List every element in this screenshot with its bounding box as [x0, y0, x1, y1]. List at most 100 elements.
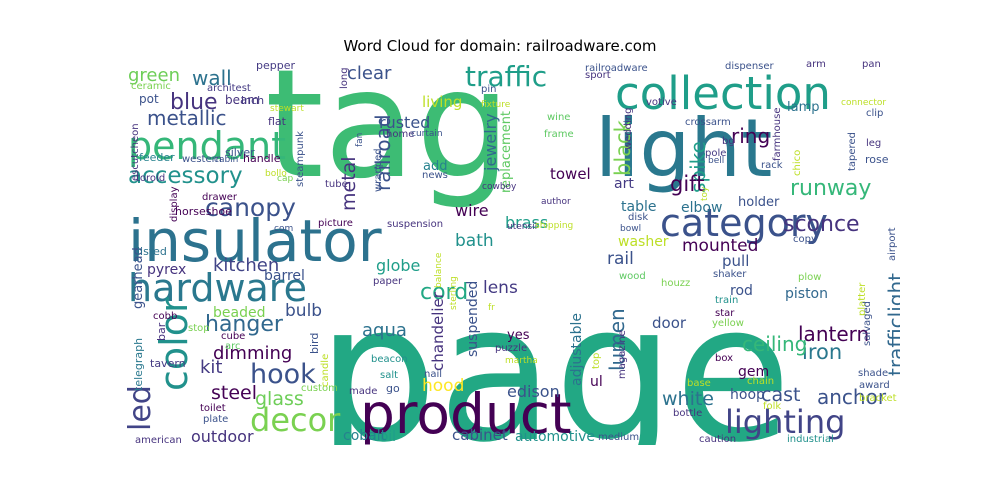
word-bar: bar: [155, 322, 168, 341]
word-gift: gift: [670, 172, 704, 196]
word-bollo: bollo: [265, 169, 287, 179]
word-gearhead: gearhead: [131, 247, 146, 309]
word-globe: globe: [376, 256, 420, 275]
word-plate: plate: [203, 414, 228, 425]
word-pendant: pendant: [128, 124, 286, 168]
word-nail: nail: [424, 369, 442, 380]
word-yes: yes: [507, 328, 530, 343]
word-salvaged: salvaged: [862, 301, 873, 346]
word-pyrex: pyrex: [147, 262, 186, 278]
word-tapered: tapered: [847, 132, 858, 171]
word-caution: caution: [699, 434, 736, 445]
word-toroid: toroid: [136, 173, 165, 184]
word-cabin: cabin: [214, 155, 238, 165]
word-mounted: mounted: [682, 236, 758, 256]
word-shaker: shaker: [713, 269, 747, 280]
word-metallic: metallic: [147, 106, 227, 130]
word-magazine: magazine: [617, 330, 628, 379]
word-adjustable: adjustable: [569, 313, 585, 386]
word-yellow: yellow: [712, 318, 744, 329]
word-houzz: houzz: [661, 278, 690, 289]
word-fixture: fixture: [481, 100, 511, 110]
word-shade: shade: [858, 368, 888, 379]
word-pepper: pepper: [256, 61, 295, 72]
word-wood: wood: [619, 271, 646, 282]
word-led: led: [125, 385, 158, 431]
word-train: train: [715, 295, 738, 306]
word-lighting: lighting: [725, 403, 845, 441]
word-sconce: sconce: [783, 212, 860, 237]
word-cowboy: cowboy: [482, 182, 517, 192]
word-picture: picture: [318, 218, 353, 229]
word-ceramic: ceramic: [131, 81, 171, 92]
word-airport: airport: [887, 227, 898, 261]
word-pull: pull: [722, 252, 749, 270]
word-pin: pin: [481, 84, 496, 95]
word-runway: runway: [790, 176, 871, 201]
word-sport: sport: [585, 70, 611, 81]
word-candle: candle: [320, 354, 331, 387]
word-elbow: elbow: [681, 200, 722, 216]
word-suspension: suspension: [387, 219, 443, 230]
word-go: go: [386, 382, 400, 395]
word-black: black: [611, 119, 635, 176]
word-kit: kit: [200, 357, 222, 378]
word-news: news: [422, 170, 448, 181]
word-clear: clear: [347, 63, 392, 84]
word-american: american: [135, 435, 182, 445]
word-add: add: [423, 159, 447, 174]
word-rail: rail: [607, 249, 634, 269]
word-curtain: curtain: [411, 129, 443, 139]
word-anchor: anchor: [817, 385, 887, 409]
word-hanger: hanger: [205, 312, 284, 337]
word-award: award: [859, 380, 890, 391]
word-rod: rod: [730, 283, 753, 299]
word-cabinet: cabinet: [452, 426, 508, 444]
word-arm: arm: [806, 61, 826, 70]
word-bracket: bracket: [859, 393, 897, 404]
word-ceiling: ceiling: [742, 332, 807, 356]
word-railroad: railroad: [371, 114, 395, 191]
word-chain: chain: [747, 376, 774, 387]
word-author: author: [541, 197, 571, 207]
word-star: star: [715, 308, 735, 319]
word-bulb: bulb: [285, 301, 322, 321]
word-lumen: lumen: [605, 308, 629, 371]
word-insulator: insulator: [128, 207, 382, 275]
word-wall: wall: [192, 66, 232, 90]
word-category: category: [660, 201, 828, 245]
word-wedding: wedding: [623, 108, 634, 151]
word-trafficlight: trafficlight: [884, 273, 900, 376]
word-com: com: [274, 224, 293, 234]
word-hoop: hoop: [730, 387, 765, 403]
chart-title: Word Cloud for domain: railroadware.com: [343, 37, 657, 55]
word-farmhouse: farmhouse: [772, 108, 783, 161]
word-holder: holder: [738, 195, 780, 210]
word-medium: medium: [598, 432, 639, 443]
word-bath: bath: [455, 231, 494, 251]
word-pot: pot: [139, 92, 159, 106]
word-hood: hood: [422, 376, 464, 396]
word-hardware: hardware: [128, 266, 307, 310]
word-replacement: replacement: [499, 111, 514, 193]
word-bg: bg: [722, 136, 735, 147]
word-pan: pan: [862, 61, 881, 70]
word-wrapped: wrapped: [373, 148, 384, 192]
word-western: western: [182, 154, 222, 165]
word-arc: arc: [225, 341, 241, 352]
word-art: art: [614, 176, 634, 192]
word-balance: balance: [434, 252, 444, 288]
word-leg: leg: [866, 138, 881, 149]
word-platter: platter: [857, 282, 868, 316]
word-fr: fr: [488, 303, 495, 313]
word-piston: piston: [785, 286, 828, 302]
word-made: made: [349, 386, 377, 397]
word-barrel: barrel: [264, 268, 305, 284]
word-home: home: [386, 129, 414, 140]
word-architest: architest: [207, 83, 251, 94]
word-collection: collection: [615, 67, 831, 120]
word-cord: cord: [420, 280, 468, 305]
word-custom: custom: [301, 383, 338, 394]
word-chandelier: chandelier: [429, 291, 447, 371]
word-suspended: suspended: [465, 281, 481, 357]
